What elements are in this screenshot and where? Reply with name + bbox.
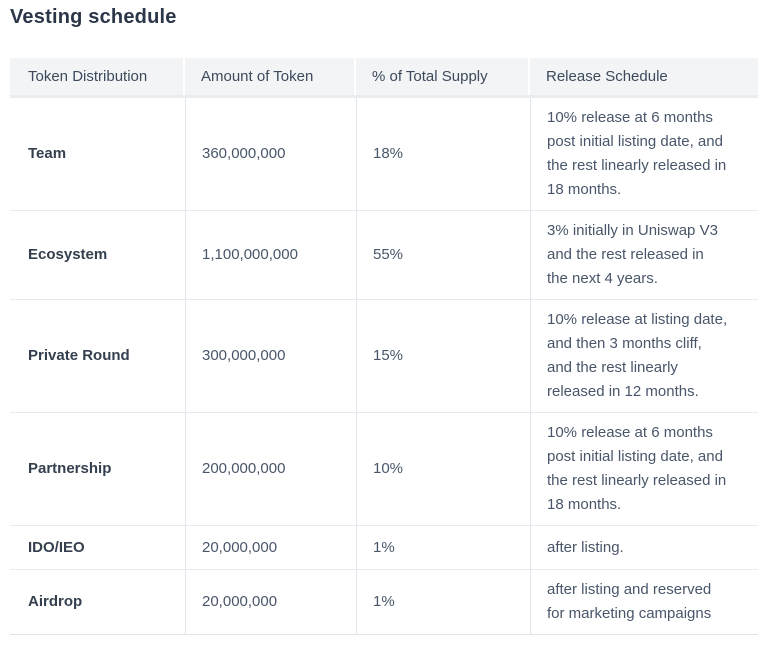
cell-release: after listing and reserved for marketing…: [530, 570, 758, 634]
cell-amount: 200,000,000: [185, 413, 356, 525]
header-cell-percent-total-supply: % of Total Supply: [356, 58, 530, 95]
table-row-team: Team 360,000,000 18% 10% release at 6 mo…: [10, 98, 758, 211]
table-row-airdrop: Airdrop 20,000,000 1% after listing and …: [10, 570, 758, 635]
cell-amount: 1,100,000,000: [185, 211, 356, 299]
table-header-row: Token Distribution Amount of Token % of …: [10, 58, 758, 98]
vesting-schedule-table: Token Distribution Amount of Token % of …: [10, 58, 758, 635]
cell-distribution: Private Round: [28, 347, 130, 364]
cell-percent: 1%: [356, 570, 530, 634]
cell-amount: 20,000,000: [185, 526, 356, 569]
cell-percent: 1%: [356, 526, 530, 569]
page: Vesting schedule Token Distribution Amou…: [10, 6, 758, 635]
cell-distribution: Partnership: [28, 460, 112, 477]
header-cell-release-schedule: Release Schedule: [530, 58, 758, 95]
cell-distribution: IDO/IEO: [28, 538, 85, 556]
table-row-partnership: Partnership 200,000,000 10% 10% release …: [10, 413, 758, 526]
cell-amount: 360,000,000: [185, 98, 356, 210]
cell-release: 10% release at 6 months post initial lis…: [530, 413, 758, 525]
cell-percent: 18%: [356, 98, 530, 210]
cell-percent: 10%: [356, 413, 530, 525]
header-cell-amount-of-token: Amount of Token: [185, 58, 356, 95]
cell-release: after listing.: [530, 526, 758, 569]
table-row-ido-ieo: IDO/IEO 20,000,000 1% after listing.: [10, 526, 758, 570]
table-row-private-round: Private Round 300,000,000 15% 10% releas…: [10, 300, 758, 413]
table-row-ecosystem: Ecosystem 1,100,000,000 55% 3% initially…: [10, 211, 758, 300]
header-cell-token-distribution: Token Distribution: [10, 58, 185, 95]
cell-release: 3% initially in Uniswap V3 and the rest …: [530, 211, 758, 299]
cell-release: 10% release at listing date, and then 3 …: [530, 300, 758, 412]
cell-amount: 300,000,000: [185, 300, 356, 412]
cell-release: 10% release at 6 months post initial lis…: [530, 98, 758, 210]
cell-amount: 20,000,000: [185, 570, 356, 634]
page-title: Vesting schedule: [10, 6, 177, 28]
cell-distribution: Team: [28, 145, 67, 162]
cell-percent: 55%: [356, 211, 530, 299]
cell-percent: 15%: [356, 300, 530, 412]
cell-distribution: Airdrop: [28, 593, 83, 610]
cell-distribution: Ecosystem: [28, 246, 108, 263]
